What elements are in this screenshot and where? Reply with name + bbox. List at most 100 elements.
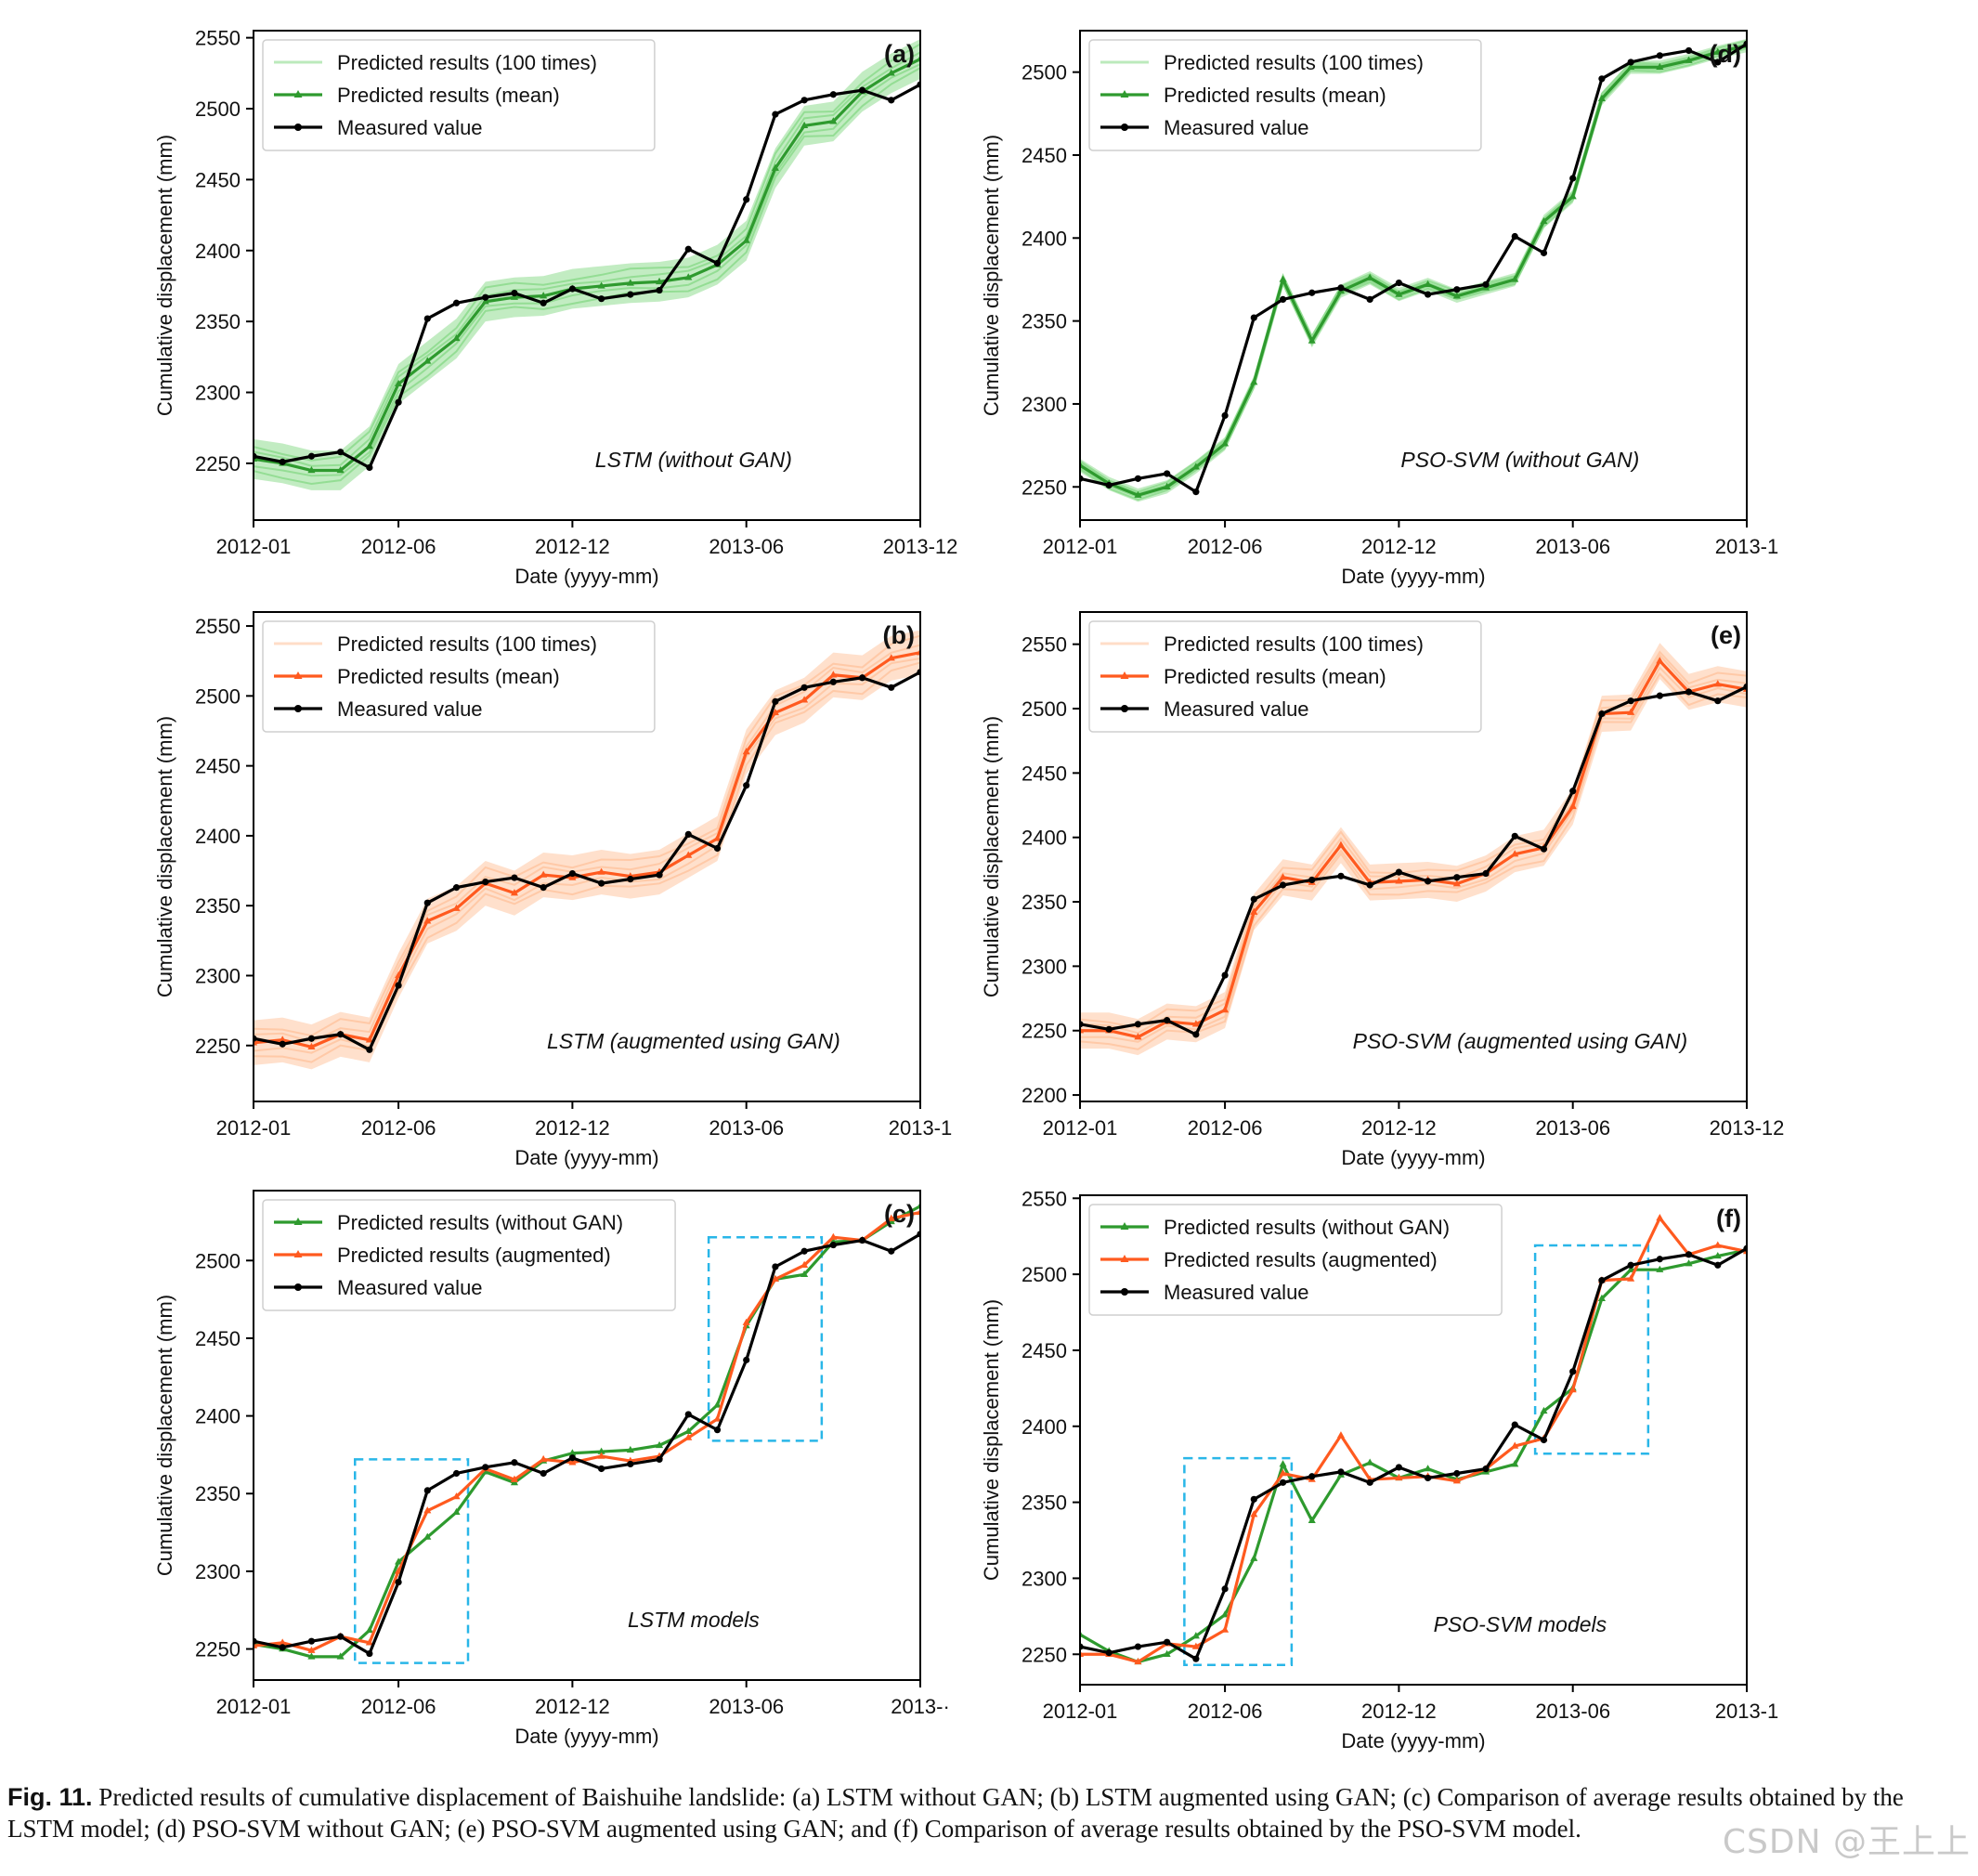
panel-annotation: LSTM (augmented using GAN) — [547, 1029, 840, 1053]
predicted-point — [510, 889, 519, 896]
measured-point — [1482, 1465, 1490, 1473]
measured-point — [1453, 1469, 1461, 1478]
predicted-point — [916, 55, 920, 62]
measured-point — [511, 289, 518, 297]
predicted-point — [1163, 1649, 1171, 1657]
legend-marker — [1121, 124, 1128, 131]
measured-point — [1482, 869, 1490, 878]
measured-point — [656, 1455, 663, 1464]
predicted-point — [510, 1475, 519, 1482]
highlight-box — [707, 1235, 824, 1442]
x-tick-label: 2013-1 — [1715, 1700, 1779, 1723]
plot-area-a — [254, 39, 920, 490]
legend: Predicted results (without GAN) Predicted… — [262, 1199, 676, 1311]
measured-point — [1540, 845, 1548, 853]
predicted-point — [1163, 482, 1171, 489]
measured-point — [743, 1356, 750, 1363]
x-axis-label: Date (yyyy-mm) — [514, 1725, 658, 1748]
measured-point — [1453, 874, 1461, 881]
x-tick-label: 2013-12 — [1710, 1116, 1785, 1140]
ensemble-run-line — [254, 67, 920, 486]
predicted-point — [568, 1458, 577, 1466]
ensemble-band — [254, 39, 920, 490]
measured-point — [1134, 475, 1142, 482]
measured-point — [1511, 832, 1518, 840]
measured-point — [1279, 295, 1287, 304]
predicted-point — [684, 1433, 693, 1440]
measured-point — [337, 449, 345, 456]
y-tick-label: 2400 — [1022, 1415, 1067, 1439]
measured-point — [540, 884, 547, 892]
figure-canvas: 2250 2300 2350 2400 2450 2500 2550 2012-01 2012-… — [153, 27, 1785, 1752]
predicted-point — [829, 117, 838, 124]
x-tick-label: 2012-06 — [361, 1695, 436, 1718]
measured-point — [772, 1263, 779, 1270]
measured-point — [1105, 1649, 1113, 1657]
measured-point — [1221, 1585, 1229, 1593]
predicted-point — [1511, 1441, 1519, 1449]
y-tick-label: 2400 — [195, 1405, 241, 1428]
predicted-point — [887, 1214, 895, 1221]
predicted-point — [684, 851, 693, 858]
x-axis-label: Date (yyyy-mm) — [1341, 1729, 1485, 1752]
caption-text: Predicted results of cumulative displace… — [7, 1783, 1904, 1843]
predicted-point — [279, 1036, 287, 1043]
measured-point — [858, 86, 866, 94]
legend-label: Predicted results (mean) — [1164, 84, 1386, 107]
measured-point — [1395, 279, 1402, 287]
measured-point — [713, 1427, 722, 1434]
measured-point — [858, 1236, 866, 1244]
predicted-point — [1080, 1649, 1085, 1657]
legend-label: Measured value — [337, 116, 483, 139]
measured-point — [423, 1487, 431, 1494]
measured-point — [568, 869, 576, 878]
y-tick-label: 2300 — [195, 382, 241, 405]
measured-point — [1221, 411, 1229, 420]
measured-point — [1425, 1474, 1432, 1482]
predicted-point — [713, 834, 722, 841]
measured-point — [423, 315, 431, 322]
predicted-point — [1279, 873, 1287, 880]
axes-frame — [253, 611, 921, 1102]
y-tick-label: 2300 — [1022, 1567, 1067, 1590]
x-tick-label: 2012-12 — [535, 1695, 610, 1718]
y-tick-label: 2400 — [1022, 227, 1067, 250]
predicted-point — [510, 293, 519, 300]
y-tick-label: 2250 — [195, 452, 241, 476]
y-tick-label: 2350 — [195, 1482, 241, 1505]
measured-point — [800, 684, 808, 691]
y-tick-label: 2550 — [195, 27, 241, 50]
predicted-point — [713, 1400, 722, 1408]
y-tick-label: 2400 — [1022, 827, 1067, 850]
panel-label: (c) — [884, 1200, 915, 1228]
predicted-point — [742, 236, 750, 243]
measured-point — [366, 1046, 373, 1053]
predicted-point — [452, 1492, 461, 1500]
y-axis-label: Cumulative displacement (mm) — [153, 1295, 176, 1576]
predicted-point — [742, 1318, 750, 1325]
x-tick-label: 2013-1 — [889, 1116, 953, 1140]
ensemble-run-line — [1080, 650, 1747, 1029]
predicted-point — [1250, 1510, 1258, 1518]
predicted-point — [1366, 1458, 1374, 1466]
measured-point — [656, 286, 663, 294]
predicted-point — [916, 1207, 920, 1216]
x-tick-label: 2012-06 — [361, 1116, 436, 1140]
predicted-point — [1191, 1632, 1200, 1639]
ensemble-run-line — [1080, 47, 1747, 502]
measured-point — [1598, 710, 1606, 718]
measured-point — [1627, 1261, 1634, 1269]
predicted-point — [597, 281, 605, 289]
predicted-point — [887, 654, 895, 661]
measured-point — [1337, 284, 1345, 292]
predicted-point — [307, 466, 316, 474]
y-tick-label: 2500 — [1022, 61, 1067, 85]
measured-point — [1714, 1261, 1722, 1269]
predicted-point — [1080, 1026, 1085, 1034]
x-axis-label: Date (yyyy-mm) — [514, 1146, 658, 1169]
panel-annotation: LSTM (without GAN) — [595, 448, 792, 472]
predicted-point — [1568, 192, 1577, 200]
y-tick-label: 2250 — [1022, 476, 1067, 499]
predicted-point — [597, 867, 605, 875]
x-tick-label: 2012-01 — [1043, 1116, 1118, 1140]
